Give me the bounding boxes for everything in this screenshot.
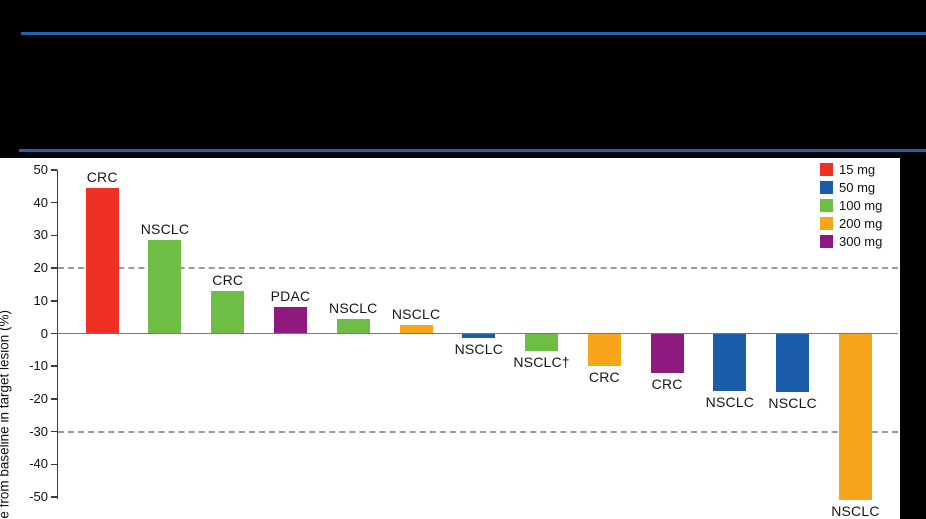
bar-label: CRC xyxy=(588,369,620,386)
y-tick xyxy=(50,234,57,237)
bar xyxy=(838,333,872,501)
y-axis-title-text: Best change from baseline in target lesi… xyxy=(0,310,11,519)
y-tick xyxy=(50,463,57,466)
legend-item: 50 mg xyxy=(820,180,875,194)
bar-label: NSCLC xyxy=(831,503,880,519)
bar xyxy=(462,333,496,339)
legend-swatch xyxy=(820,198,833,212)
legend-label: 200 mg xyxy=(839,216,883,232)
legend-swatch xyxy=(820,235,833,249)
y-tick xyxy=(50,267,57,269)
y-tick-label: 30 xyxy=(33,227,48,243)
y-tick-label: -20 xyxy=(29,390,48,406)
y-tick-label: 20 xyxy=(33,260,48,276)
bar-label: NSCLC† xyxy=(513,354,570,371)
y-tick xyxy=(50,365,57,367)
y-tick-label: -50 xyxy=(29,489,48,504)
bar xyxy=(776,333,810,393)
legend-swatch xyxy=(820,162,833,176)
legend-item: 300 mg xyxy=(820,235,882,249)
y-tick xyxy=(50,201,57,204)
waterfall-chart: Best change from baseline in target lesi… xyxy=(0,158,900,519)
y-tick-label: -10 xyxy=(29,358,48,374)
bar-label: NSCLC xyxy=(454,341,504,358)
bar-label: CRC xyxy=(651,375,683,392)
bar-label: CRC xyxy=(212,271,244,288)
legend-swatch xyxy=(820,217,833,231)
bar xyxy=(211,290,245,334)
zero-axis-line xyxy=(58,332,898,335)
legend-item: 200 mg xyxy=(820,217,882,231)
y-tick xyxy=(50,496,57,498)
y-tick xyxy=(50,169,57,171)
bar xyxy=(525,333,559,352)
bar xyxy=(148,240,182,334)
bar-label: CRC xyxy=(86,168,118,185)
legend-label: 50 mg xyxy=(839,179,876,195)
bar xyxy=(399,325,433,334)
bar xyxy=(336,318,370,334)
header-rule-top xyxy=(21,32,926,35)
bar-label: NSCLC xyxy=(768,395,817,412)
y-tick-label: -30 xyxy=(29,423,48,439)
header-rule-bottom xyxy=(19,149,926,152)
legend-item: 100 mg xyxy=(820,198,882,212)
y-tick xyxy=(50,332,57,335)
y-tick-label: 0 xyxy=(40,325,48,341)
y-tick xyxy=(50,300,57,302)
bar-label: PDAC xyxy=(270,288,311,305)
y-tick xyxy=(50,430,57,433)
bar xyxy=(85,187,119,334)
bar xyxy=(274,307,307,334)
bar-label: NSCLC xyxy=(140,221,190,238)
legend-label: 100 mg xyxy=(839,197,883,213)
y-axis-spine xyxy=(56,170,58,499)
y-tick-label: -40 xyxy=(29,456,48,472)
bar xyxy=(650,333,684,373)
y-tick-label: 40 xyxy=(33,194,48,210)
legend-label: 15 mg xyxy=(839,161,876,177)
y-tick-label: 10 xyxy=(33,292,48,308)
legend-item: 15 mg xyxy=(820,162,875,176)
y-tick-label: 50 xyxy=(33,162,48,177)
bar xyxy=(713,333,747,391)
legend-swatch xyxy=(820,180,833,194)
bar-label: NSCLC xyxy=(705,393,755,410)
y-tick xyxy=(50,398,57,400)
bar xyxy=(587,333,621,367)
bar-label: NSCLC xyxy=(329,299,378,316)
legend-label: 300 mg xyxy=(839,234,883,250)
reference-line xyxy=(58,430,898,433)
bar-label: NSCLC xyxy=(391,306,441,323)
header-redacted-band xyxy=(0,0,926,158)
reference-line xyxy=(58,267,898,270)
